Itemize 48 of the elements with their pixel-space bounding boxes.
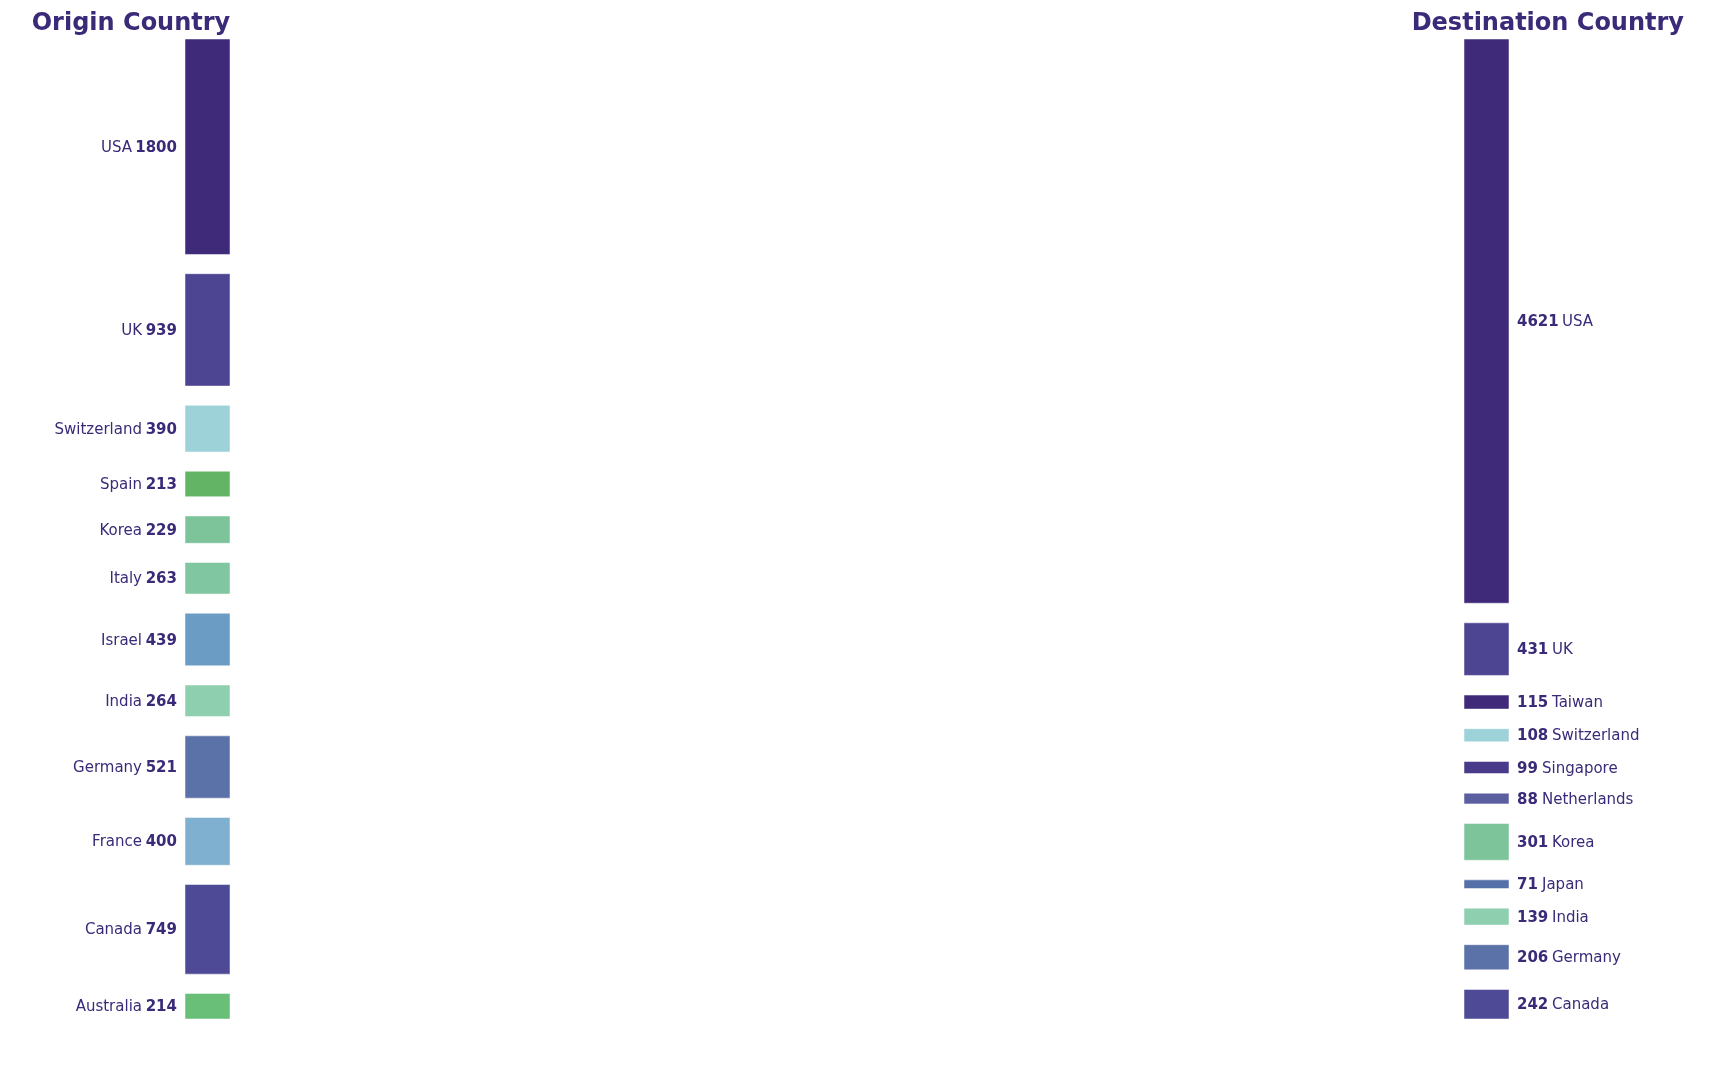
data-label: 431 bbox=[1517, 640, 1549, 659]
category-label: France bbox=[92, 832, 142, 851]
data-label: 229 bbox=[145, 520, 177, 539]
category-label: USA bbox=[1562, 312, 1594, 331]
data-label: 88 bbox=[1517, 789, 1538, 808]
category-label: Taiwan bbox=[1551, 693, 1604, 712]
category-label: USA bbox=[100, 137, 133, 156]
category-label: UK bbox=[121, 320, 144, 339]
category-label: Switzerland bbox=[1552, 726, 1640, 745]
category-label: Singapore bbox=[1542, 758, 1618, 777]
category-label: Spain bbox=[100, 474, 142, 493]
data-label: 301 bbox=[1517, 832, 1549, 851]
data-label: 108 bbox=[1517, 726, 1549, 745]
data-label: 439 bbox=[145, 630, 177, 649]
category-label: India bbox=[105, 691, 142, 710]
data-label: 939 bbox=[145, 320, 177, 339]
category-label: Japan bbox=[1541, 875, 1584, 894]
data-label: 264 bbox=[145, 691, 177, 710]
data-label: 115 bbox=[1517, 693, 1549, 712]
data-label: 390 bbox=[145, 419, 177, 438]
data-label: 400 bbox=[145, 832, 177, 851]
category-label: Switzerland bbox=[54, 419, 142, 438]
data-label: 521 bbox=[145, 758, 177, 777]
data-label: 4621 bbox=[1517, 312, 1559, 331]
data-label: 263 bbox=[145, 569, 177, 588]
category-label: Korea bbox=[1552, 832, 1595, 851]
category-label: Germany bbox=[1552, 948, 1622, 967]
text: Origin Country bbox=[31, 7, 231, 36]
category-label: Canada bbox=[84, 920, 142, 939]
data-label: 206 bbox=[1517, 948, 1549, 967]
data-label: 242 bbox=[1517, 995, 1549, 1014]
text: Destination Country bbox=[1411, 7, 1685, 36]
category-label: Korea bbox=[99, 520, 142, 539]
category-label: Australia bbox=[75, 997, 142, 1016]
category-label: Italy bbox=[109, 569, 143, 588]
category-label: Canada bbox=[1552, 995, 1610, 1014]
data-label: 139 bbox=[1517, 907, 1549, 926]
data-label: 213 bbox=[145, 474, 177, 493]
category-label: Germany bbox=[73, 758, 143, 777]
data-label: 1800 bbox=[135, 137, 177, 156]
category-label: UK bbox=[1552, 640, 1574, 659]
category-label: Netherlands bbox=[1542, 789, 1634, 808]
category-label: Israel bbox=[101, 630, 142, 649]
data-label: 99 bbox=[1517, 758, 1538, 777]
data-label: 749 bbox=[145, 920, 177, 939]
category-label: India bbox=[1552, 907, 1589, 926]
data-label: 214 bbox=[145, 997, 177, 1016]
data-label: 71 bbox=[1517, 875, 1538, 894]
